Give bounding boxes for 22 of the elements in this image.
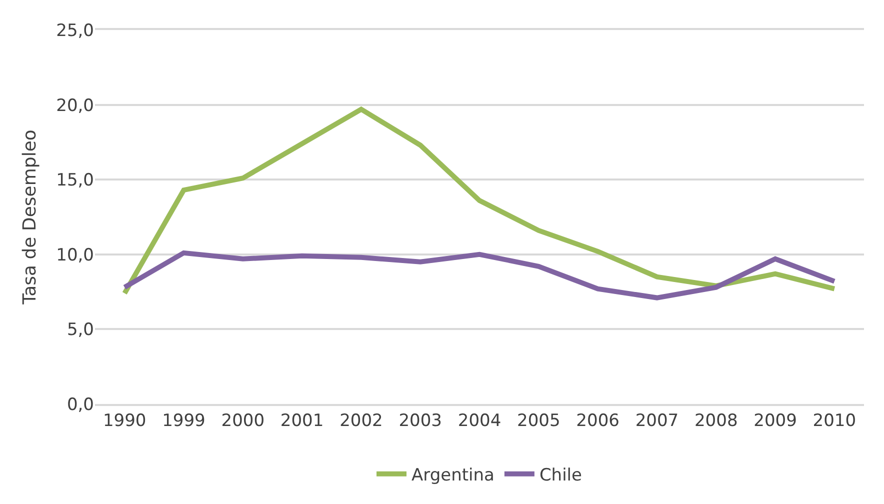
x-tick-label: 2009 [754,411,797,432]
x-tick-label: 2004 [458,411,502,432]
x-tick-label: 2000 [221,411,265,432]
y-tick-label: 5,0 [66,320,94,340]
x-tick-label: 1999 [162,411,206,432]
y-tick-label: 10,0 [56,245,94,266]
legend-label: Argentina [412,466,494,486]
y-tick-label: 15,0 [56,170,94,191]
y-tick-label: 20,0 [56,96,94,116]
x-tick-label: 2005 [517,411,560,432]
x-tick-label: 2001 [280,411,324,432]
x-tick-label: 2007 [635,411,679,432]
x-tick-label: 2010 [812,411,856,432]
x-tick-label: 2008 [694,411,738,432]
legend-label: Chile [539,466,582,486]
y-tick-label: 0,0 [66,394,94,415]
y-tick-label: 25,0 [56,20,94,41]
x-tick-label: 2002 [340,411,383,432]
y-axis-title: Tasa de Desempleo [19,130,40,306]
x-tick-label: 2006 [576,411,620,432]
x-tick-label: 1990 [102,411,146,432]
x-tick-label: 2003 [398,411,442,432]
